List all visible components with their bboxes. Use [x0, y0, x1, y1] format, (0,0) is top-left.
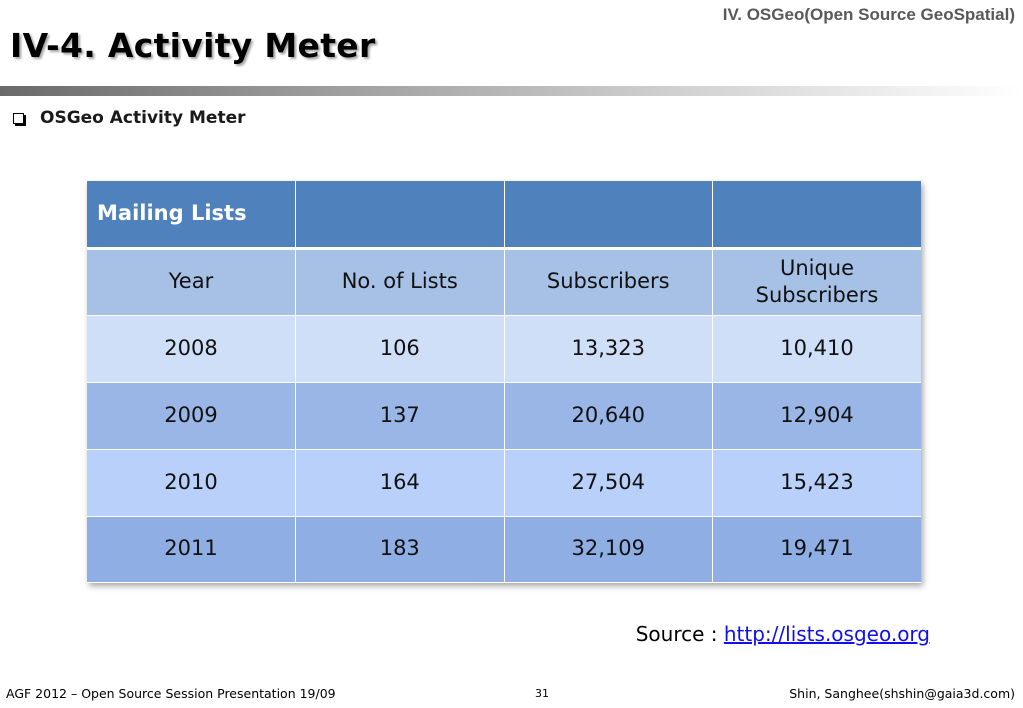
column-header-year: Year — [87, 248, 296, 316]
checkbox-bullet-icon — [13, 112, 24, 124]
slide-title: IV-4. Activity Meter — [10, 26, 376, 65]
table-row: 2011 183 32,109 19,471 — [87, 516, 921, 583]
cell-unique-subscribers: 10,410 — [712, 315, 921, 383]
cell-lists: 164 — [295, 449, 505, 517]
source-link[interactable]: http://lists.osgeo.org — [723, 622, 930, 646]
table-caption-row: Mailing Lists — [87, 181, 921, 250]
table-caption-blank — [504, 181, 713, 250]
cell-lists: 106 — [295, 315, 505, 383]
column-header-unique-subscribers: Unique Subscribers — [712, 248, 921, 316]
table-caption-blank — [712, 181, 921, 250]
cell-lists: 137 — [295, 382, 505, 450]
source-label: Source : — [635, 622, 724, 646]
page-number: 31 — [535, 687, 549, 700]
cell-subscribers: 32,109 — [504, 516, 713, 583]
cell-year: 2009 — [87, 382, 296, 450]
activity-table: Mailing Lists Year No. of Lists Subscrib… — [87, 181, 921, 583]
cell-subscribers: 13,323 — [504, 315, 713, 383]
cell-subscribers: 20,640 — [504, 382, 713, 450]
cell-subscribers: 27,504 — [504, 449, 713, 517]
table-row: 2009 137 20,640 12,904 — [87, 382, 921, 450]
source-citation: Source : http://lists.osgeo.org — [636, 622, 930, 646]
table-caption: Mailing Lists — [87, 181, 296, 250]
table-header-row: Year No. of Lists Subscribers Unique Sub… — [87, 248, 921, 316]
section-label: IV. OSGeo(Open Source GeoSpatial) — [722, 5, 1015, 24]
bullet-text: OSGeo Activity Meter — [40, 108, 246, 128]
footer-author: Shin, Sanghee(shshin@gaia3d.com) — [789, 686, 1015, 701]
cell-year: 2010 — [87, 449, 296, 517]
footer-presentation: AGF 2012 – Open Source Session Presentat… — [6, 686, 336, 701]
column-header-lists: No. of Lists — [295, 248, 505, 316]
cell-year: 2008 — [87, 315, 296, 383]
cell-unique-subscribers: 19,471 — [712, 516, 921, 583]
cell-unique-subscribers: 12,904 — [712, 382, 921, 450]
cell-lists: 183 — [295, 516, 505, 583]
column-header-subscribers: Subscribers — [504, 248, 713, 316]
cell-unique-subscribers: 15,423 — [712, 449, 921, 517]
table-caption-blank — [295, 181, 505, 250]
bullet-item: OSGeo Activity Meter — [13, 108, 246, 128]
table-row: 2008 106 13,323 10,410 — [87, 315, 921, 383]
table-row: 2010 164 27,504 15,423 — [87, 449, 921, 517]
title-rule — [0, 86, 1023, 96]
cell-year: 2011 — [87, 516, 296, 583]
